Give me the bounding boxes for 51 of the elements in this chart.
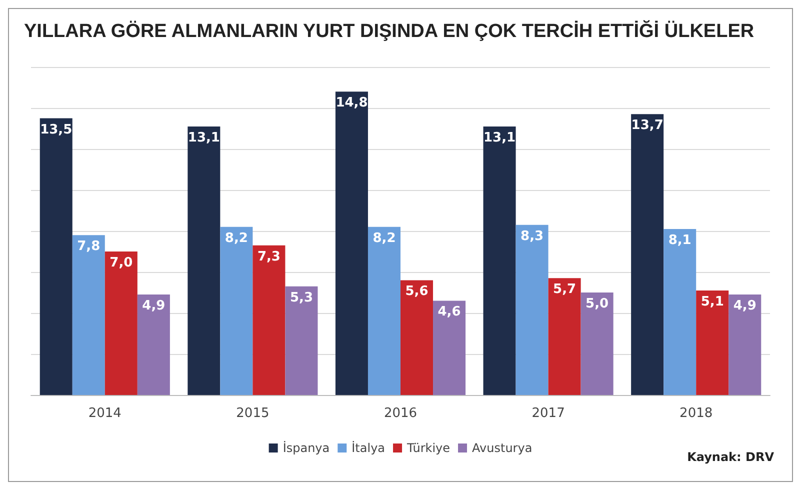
x-tick-label: 2014 bbox=[88, 406, 122, 421]
data-label: 7,3 bbox=[257, 249, 280, 264]
bar bbox=[696, 290, 729, 395]
data-label: 8,3 bbox=[520, 228, 544, 244]
legend-label: İspanya bbox=[282, 441, 330, 455]
data-label: 4,9 bbox=[142, 298, 166, 314]
bar bbox=[335, 92, 368, 395]
x-tick-label: 2016 bbox=[384, 406, 418, 421]
bar bbox=[664, 228, 696, 395]
bar bbox=[433, 300, 466, 395]
bar bbox=[548, 278, 581, 395]
bar bbox=[137, 294, 170, 395]
bar bbox=[252, 245, 286, 395]
bar bbox=[580, 292, 614, 395]
text: Kaynak: DRV bbox=[687, 450, 775, 464]
data-label: 7,0 bbox=[110, 256, 133, 270]
data-label: 8,1 bbox=[668, 232, 692, 248]
bar bbox=[40, 118, 72, 395]
data-label: 8,2 bbox=[372, 230, 396, 246]
data-label: 5,7 bbox=[553, 282, 576, 298]
data-label: 5,6 bbox=[405, 284, 428, 300]
bar bbox=[728, 294, 762, 395]
bar bbox=[220, 226, 253, 395]
data-label: 5,3 bbox=[290, 290, 313, 306]
data-label: 13,7 bbox=[631, 118, 664, 134]
bar bbox=[285, 286, 318, 395]
bar bbox=[104, 252, 138, 395]
bar bbox=[188, 126, 220, 395]
data-label: 13,1 bbox=[483, 130, 516, 146]
x-tick-label: 2018 bbox=[680, 406, 713, 421]
bar bbox=[368, 226, 400, 395]
x-tick-label: 2015 bbox=[236, 406, 270, 421]
data-label: 4,9 bbox=[733, 298, 756, 314]
bar bbox=[72, 235, 105, 395]
legend-label: Türkiye bbox=[406, 441, 450, 455]
bar bbox=[400, 280, 434, 395]
data-label: 4,6 bbox=[438, 304, 461, 320]
data-label: 5,0 bbox=[586, 296, 609, 312]
data-label: 14,8 bbox=[336, 96, 368, 111]
legend-label: Avusturya bbox=[472, 441, 532, 455]
legend-label: İtalya bbox=[352, 441, 386, 455]
bar bbox=[516, 224, 548, 395]
chart-title: YILLARA GÖRE ALMANLARIN YURT DIŞINDA EN ÇOK TERCİH ETTİĞİ ÜLKELER bbox=[24, 20, 754, 42]
x-tick-label: 2017 bbox=[532, 406, 565, 421]
data-label: 5,1 bbox=[700, 294, 724, 310]
bar bbox=[631, 114, 664, 395]
data-label: 8,2 bbox=[224, 230, 248, 246]
bar bbox=[483, 126, 516, 395]
data-label: 7,8 bbox=[77, 239, 100, 254]
data-label: 13,5 bbox=[40, 122, 72, 138]
data-label: 13,1 bbox=[188, 130, 220, 146]
